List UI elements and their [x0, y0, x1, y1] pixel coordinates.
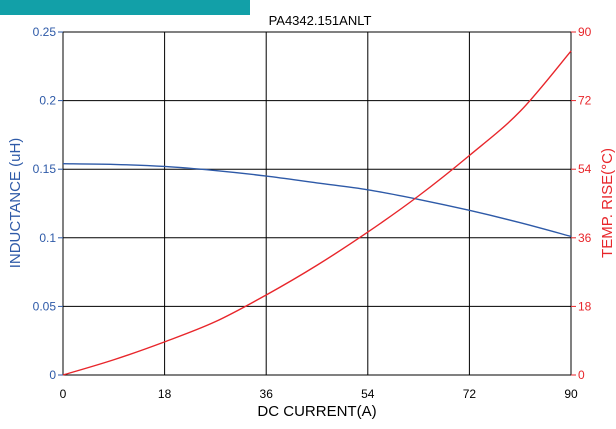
- plot-frame: [62, 31, 572, 376]
- y-right-tick-labels: 0 18 36 54 72 90: [571, 25, 592, 382]
- y-left-tick-labels: 0 0.05 0.1 0.15 0.2 0.25: [33, 25, 63, 382]
- y-left-tick-label: 0.1: [39, 231, 56, 245]
- series-lines: [62, 50, 572, 376]
- x-tick-label: 36: [260, 387, 274, 401]
- y-right-tick-label: 72: [578, 94, 592, 108]
- y-right-tick-label: 18: [578, 299, 592, 313]
- header-band: [0, 0, 250, 15]
- y-right-tick-label: 0: [578, 368, 585, 382]
- x-tick-label: 90: [564, 387, 578, 401]
- chart-title: PA4342.151ANLT: [269, 13, 372, 28]
- inductance-line: [62, 163, 572, 238]
- x-axis-label: DC CURRENT(A): [257, 403, 376, 420]
- y-right-tick-label: 54: [578, 162, 592, 176]
- y-left-tick-label: 0: [49, 368, 56, 382]
- y-left-tick-label: 0.15: [33, 162, 57, 176]
- x-tick-label: 72: [463, 387, 477, 401]
- x-tick-label: 18: [158, 387, 172, 401]
- temp-rise-line: [62, 50, 572, 376]
- y-left-tick-label: 0.25: [33, 25, 57, 39]
- y-left-axis-label: INDUCTANCE (uH): [7, 138, 24, 269]
- y-left-tick-label: 0.2: [39, 94, 56, 108]
- y-right-tick-label: 90: [578, 25, 592, 39]
- x-tick-label: 0: [60, 387, 67, 401]
- x-tick-label: 54: [361, 387, 375, 401]
- x-tick-labels: 0 18 36 54 72 90: [60, 387, 578, 401]
- y-right-axis-label: TEMP. RISE(°C): [599, 148, 616, 258]
- y-left-tick-label: 0.05: [33, 299, 57, 313]
- grid: [62, 31, 572, 376]
- y-right-tick-label: 36: [578, 231, 592, 245]
